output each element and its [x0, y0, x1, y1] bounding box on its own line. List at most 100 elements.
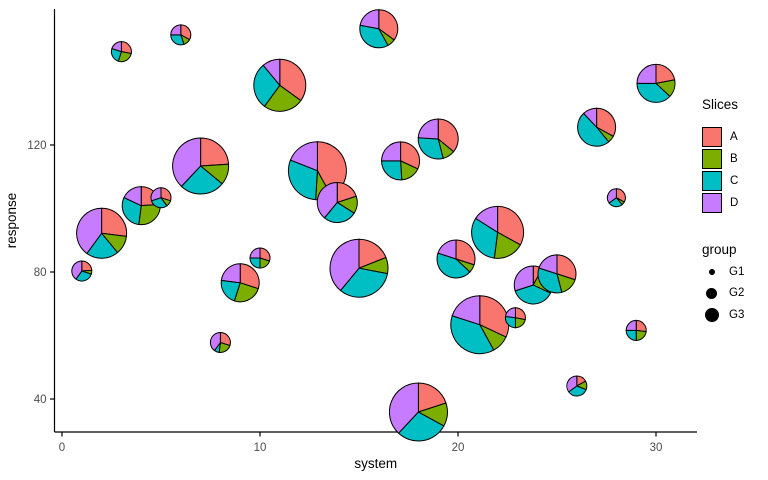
- size-dot-icon: [704, 307, 719, 322]
- pie-marker: [249, 247, 271, 269]
- pie-slice-D: [111, 41, 122, 53]
- legend-label-A: A: [730, 131, 738, 143]
- pie-marker: [577, 107, 617, 147]
- pie-slice-D: [329, 238, 360, 292]
- group-legend-title: group: [702, 242, 737, 257]
- pie-marker: [220, 263, 260, 303]
- pie-marker: [71, 260, 93, 282]
- pie-marker: [150, 187, 172, 209]
- pie-slice-D: [636, 63, 657, 84]
- x-axis-title: system: [354, 456, 397, 471]
- pie-marker: [110, 41, 132, 63]
- pie-slice-D: [316, 181, 338, 219]
- pie-slice-D: [474, 205, 499, 234]
- legend-label-G2: G2: [729, 287, 745, 300]
- pie-marker: [359, 9, 399, 49]
- pie-slice-C: [249, 257, 261, 269]
- legend-dotbox-G3: [702, 305, 721, 324]
- slices-legend-title: Slices: [702, 97, 739, 112]
- pie-slice-D: [170, 24, 182, 36]
- legend-swatch-C: [702, 171, 722, 191]
- pie-slice-A: [400, 141, 421, 170]
- group-legend-keys: G1 G2 G3: [702, 261, 768, 326]
- pie-slice-D: [220, 263, 241, 284]
- pie-slice-D: [451, 295, 481, 326]
- legend-label-G3: G3: [729, 308, 745, 321]
- pie-marker: [76, 207, 128, 259]
- pie-slice-B: [233, 282, 259, 303]
- y-tick-label: 80: [34, 267, 47, 279]
- pie-marker: [170, 24, 192, 46]
- pie-slice-D: [289, 141, 318, 172]
- pie-slice-C: [180, 165, 223, 195]
- pie-marker: [625, 319, 647, 341]
- pie-slice-D: [538, 254, 558, 275]
- pie-slice-D: [359, 9, 380, 30]
- pie-slice-C: [514, 284, 552, 305]
- pie-slice-D: [625, 319, 637, 331]
- pie-slice-D: [417, 118, 439, 140]
- pie-slice-C: [450, 315, 495, 355]
- pie-slice-C: [436, 252, 471, 279]
- pie-slice-D: [606, 188, 617, 204]
- legend-key-C: C: [702, 170, 768, 192]
- x-tick-label: 30: [650, 442, 663, 454]
- pie-slice-A: [479, 295, 510, 338]
- y-axis-title: response: [4, 193, 19, 249]
- pie-marker: [417, 118, 459, 160]
- size-dot-icon: [708, 268, 715, 275]
- pie-slice-C: [339, 267, 389, 298]
- pie-slice-A: [101, 207, 128, 237]
- legend-key-B: B: [702, 148, 768, 170]
- pie-slice-A: [437, 118, 459, 153]
- pie-marker: [471, 205, 525, 259]
- pie-slice-C: [537, 267, 563, 294]
- pie-marker: [316, 181, 358, 223]
- y-tick-label: 120: [27, 140, 46, 152]
- pie-slice-C: [323, 201, 355, 223]
- x-tick-label: 10: [254, 442, 267, 454]
- pie-marker: [566, 375, 588, 397]
- pie-marker: [450, 295, 510, 355]
- pie-slice-A: [378, 9, 399, 41]
- pie-slice-A: [200, 137, 230, 167]
- pie-slice-D: [582, 107, 598, 129]
- pie-slice-B: [263, 84, 302, 112]
- legend-label-G1: G1: [729, 265, 745, 278]
- pie-slice-A: [279, 58, 307, 102]
- pie-slice-D: [172, 137, 202, 188]
- legend-label-D: D: [730, 197, 739, 209]
- pie-slice-D: [123, 186, 142, 207]
- pie-slice-A: [556, 254, 577, 281]
- pie-slice-C: [625, 329, 637, 341]
- pie-marker: [504, 307, 526, 329]
- x-tick-label: 0: [59, 442, 65, 454]
- pie-slice-B: [635, 329, 647, 341]
- legend-key-G2: G2: [702, 283, 768, 305]
- legend-swatch-D: [702, 193, 722, 213]
- pie-slice-D: [381, 141, 402, 162]
- pie-slice-C: [417, 137, 444, 160]
- pie-marker: [287, 141, 347, 201]
- y-tick-label: 40: [34, 394, 47, 406]
- pie-slice-D: [249, 247, 261, 259]
- pie-slice-D: [513, 265, 534, 292]
- pie-marker: [253, 58, 307, 112]
- pie-slice-C: [397, 411, 445, 442]
- legend-key-D: D: [702, 192, 768, 214]
- pie-slice-D: [504, 307, 516, 319]
- pie-marker: [329, 238, 389, 298]
- pie-slice-D: [71, 260, 83, 280]
- pie-slice-D: [437, 239, 457, 260]
- legend-key-G1: G1: [702, 261, 768, 283]
- pie-slice-A: [455, 239, 476, 266]
- pie-marker: [388, 382, 448, 442]
- pie-slice-C: [253, 64, 281, 108]
- pie-slice-D: [262, 58, 281, 87]
- pie-slice-C: [359, 24, 389, 49]
- pie-slice-D: [388, 382, 419, 434]
- pie-slice-A: [81, 260, 93, 272]
